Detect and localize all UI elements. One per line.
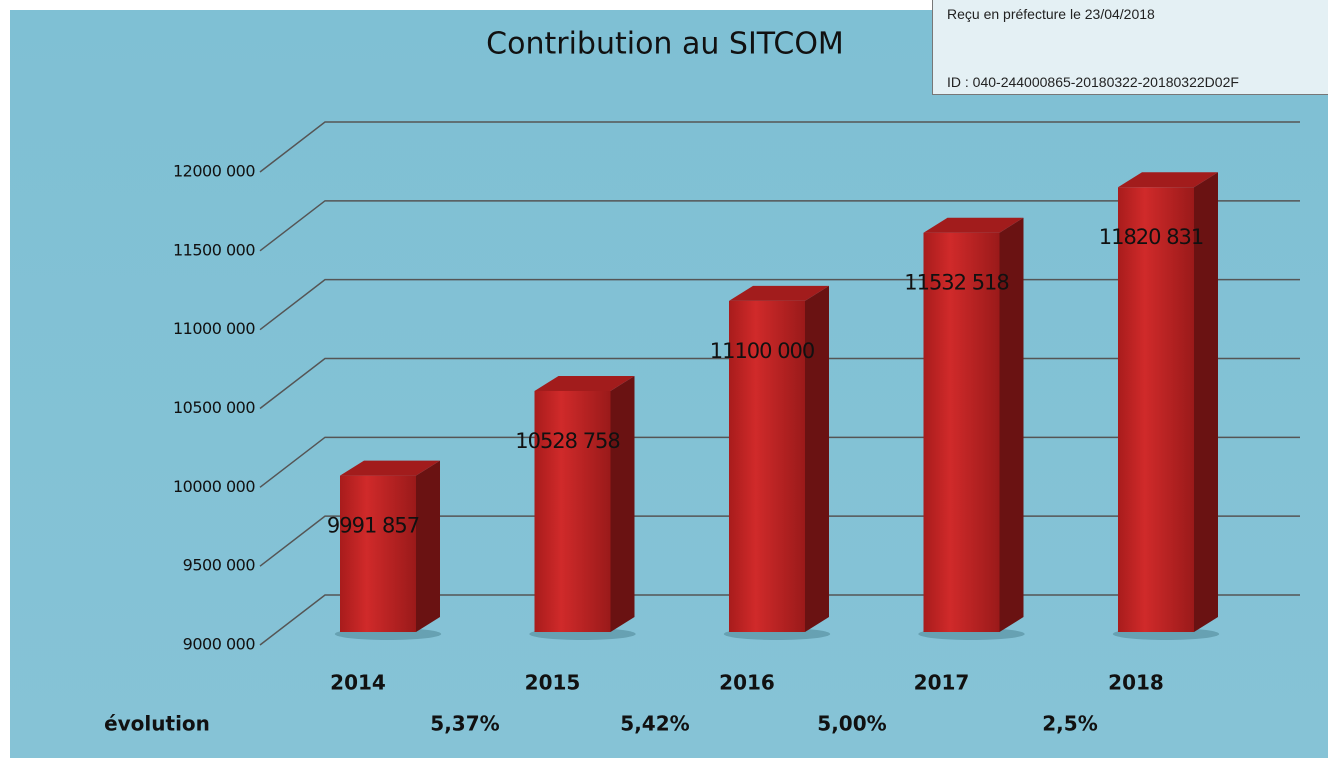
x-tick-label: 2015 <box>525 671 581 695</box>
bar <box>340 475 416 632</box>
bar-side <box>805 285 829 632</box>
evolution-value: 2,5% <box>1042 712 1097 736</box>
bar <box>729 300 805 632</box>
data-label: 11532 518 <box>904 271 1009 295</box>
data-label: 11100 000 <box>710 339 815 363</box>
bar-side <box>610 375 635 632</box>
bar-top <box>340 460 440 476</box>
chart-title: Contribution au SITCOM <box>486 27 844 62</box>
stamp-line: ID : 040-244000865-20180322-20180322D02F <box>947 74 1239 90</box>
bar-top <box>1118 172 1218 188</box>
y-tick-label: 9500 000 <box>183 556 256 575</box>
y-tick-label: 9000 000 <box>183 635 256 654</box>
x-tick-label: 2018 <box>1108 671 1164 695</box>
stamp-line: Reçu en préfecture le 23/04/2018 <box>947 6 1155 22</box>
evolution-value: 5,42% <box>620 712 689 736</box>
y-tick-label: 11000 000 <box>173 319 255 338</box>
y-tick-label: 11500 000 <box>173 240 255 259</box>
x-tick-label: 2017 <box>914 671 970 695</box>
x-tick-label: 2016 <box>719 671 775 695</box>
chart-background <box>10 10 1328 758</box>
bar-side <box>1194 172 1218 633</box>
evolution-value: 5,00% <box>817 712 886 736</box>
data-label: 9991 857 <box>327 514 419 538</box>
bar <box>923 232 1000 632</box>
grid-line <box>259 121 1300 173</box>
bar-side <box>999 217 1024 632</box>
data-label: 11820 831 <box>1099 225 1204 249</box>
bar-side <box>416 460 440 632</box>
y-tick-label: 10000 000 <box>173 477 255 496</box>
evolution-label: évolution <box>104 712 210 736</box>
bar-top <box>729 285 829 301</box>
bar-top <box>923 217 1024 233</box>
stamp: Reçu en préfecture le 23/04/2018 ID : 04… <box>932 0 1328 95</box>
x-tick-label: 2014 <box>330 671 386 695</box>
evolution-value: 5,37% <box>430 712 499 736</box>
bar <box>1118 187 1194 633</box>
grid-line <box>259 200 1300 252</box>
bar-top <box>534 375 635 391</box>
bar <box>534 390 611 632</box>
y-tick-label: 12000 000 <box>173 162 255 181</box>
data-label: 10528 758 <box>515 429 620 453</box>
y-tick-label: 10500 000 <box>173 398 255 417</box>
